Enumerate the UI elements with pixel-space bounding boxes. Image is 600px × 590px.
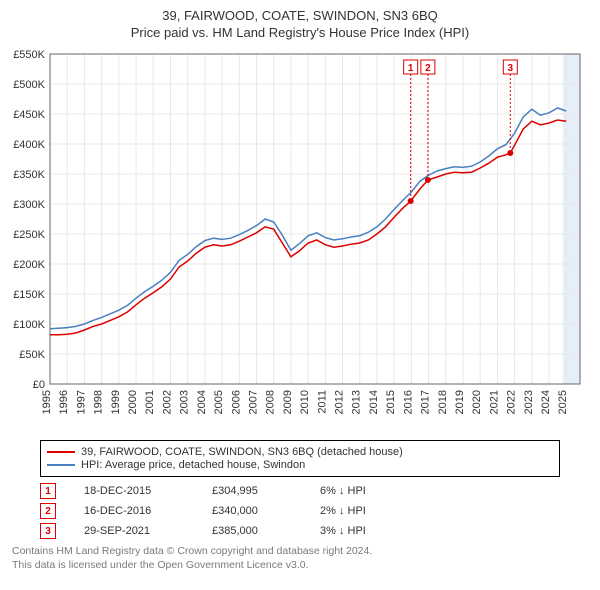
svg-text:2016: 2016 — [402, 390, 414, 414]
sale-price: £385,000 — [212, 525, 292, 537]
sales-list: 1 18-DEC-2015 £304,995 6% ↓ HPI 2 16-DEC… — [40, 483, 560, 539]
sale-marker-icon: 1 — [40, 483, 56, 499]
svg-text:£50K: £50K — [19, 349, 45, 361]
svg-text:2: 2 — [425, 63, 431, 74]
legend-swatch-series2 — [47, 464, 75, 466]
legend-item: HPI: Average price, detached house, Swin… — [47, 459, 553, 471]
svg-text:2013: 2013 — [351, 390, 363, 414]
sale-date: 16-DEC-2016 — [84, 505, 184, 517]
svg-text:2015: 2015 — [385, 390, 397, 414]
chart-title-block: 39, FAIRWOOD, COATE, SWINDON, SN3 6BQ Pr… — [0, 0, 600, 44]
svg-text:2018: 2018 — [437, 390, 449, 414]
svg-text:£450K: £450K — [13, 109, 45, 121]
legend-box: 39, FAIRWOOD, COATE, SWINDON, SN3 6BQ (d… — [40, 440, 560, 477]
svg-text:2012: 2012 — [334, 390, 346, 414]
chart-title-line2: Price paid vs. HM Land Registry's House … — [0, 25, 600, 40]
sale-price: £304,995 — [212, 485, 292, 497]
sale-date: 18-DEC-2015 — [84, 485, 184, 497]
svg-text:2021: 2021 — [488, 390, 500, 414]
chart-title-line1: 39, FAIRWOOD, COATE, SWINDON, SN3 6BQ — [0, 8, 600, 23]
legend-label: HPI: Average price, detached house, Swin… — [81, 459, 305, 471]
svg-text:2001: 2001 — [144, 390, 156, 414]
svg-text:2006: 2006 — [230, 390, 242, 414]
sale-row: 3 29-SEP-2021 £385,000 3% ↓ HPI — [40, 523, 560, 539]
price-chart-svg: £0 £50K £100K £150K £200K £250K £300K £350K £400… — [0, 44, 600, 434]
svg-text:£350K: £350K — [13, 169, 45, 181]
sale-diff: 2% ↓ HPI — [320, 505, 410, 517]
svg-text:1: 1 — [408, 63, 414, 74]
footer-line: Contains HM Land Registry data © Crown c… — [12, 545, 588, 559]
svg-text:2002: 2002 — [161, 390, 173, 414]
svg-text:£200K: £200K — [13, 259, 45, 271]
svg-text:£150K: £150K — [13, 289, 45, 301]
svg-text:1997: 1997 — [75, 390, 87, 414]
sale-price: £340,000 — [212, 505, 292, 517]
svg-text:2000: 2000 — [127, 390, 139, 414]
svg-text:£300K: £300K — [13, 199, 45, 211]
svg-text:2017: 2017 — [420, 390, 432, 414]
svg-text:2023: 2023 — [523, 390, 535, 414]
svg-text:1995: 1995 — [41, 390, 53, 414]
sale-diff: 6% ↓ HPI — [320, 485, 410, 497]
svg-text:2014: 2014 — [368, 390, 380, 414]
svg-text:2008: 2008 — [265, 390, 277, 414]
svg-text:£500K: £500K — [13, 79, 45, 91]
svg-text:2024: 2024 — [540, 390, 552, 414]
chart-area: £0 £50K £100K £150K £200K £250K £300K £350K £400… — [0, 44, 600, 434]
sale-row: 1 18-DEC-2015 £304,995 6% ↓ HPI — [40, 483, 560, 499]
sale-row: 2 16-DEC-2016 £340,000 2% ↓ HPI — [40, 503, 560, 519]
svg-text:2011: 2011 — [316, 390, 328, 414]
svg-text:2020: 2020 — [471, 390, 483, 414]
svg-text:2019: 2019 — [454, 390, 466, 414]
svg-text:1998: 1998 — [93, 390, 105, 414]
svg-text:£550K: £550K — [13, 49, 45, 61]
legend-label: 39, FAIRWOOD, COATE, SWINDON, SN3 6BQ (d… — [81, 446, 403, 458]
svg-text:2009: 2009 — [282, 390, 294, 414]
sale-date: 29-SEP-2021 — [84, 525, 184, 537]
svg-text:£400K: £400K — [13, 139, 45, 151]
svg-text:2005: 2005 — [213, 390, 225, 414]
svg-text:2010: 2010 — [299, 390, 311, 414]
svg-text:2025: 2025 — [557, 390, 569, 414]
svg-text:2003: 2003 — [179, 390, 191, 414]
sale-marker-icon: 3 — [40, 523, 56, 539]
svg-text:1996: 1996 — [58, 390, 70, 414]
legend-swatch-series1 — [47, 451, 75, 453]
sale-marker-icon: 2 — [40, 503, 56, 519]
sale-diff: 3% ↓ HPI — [320, 525, 410, 537]
svg-text:2007: 2007 — [247, 390, 259, 414]
svg-text:3: 3 — [508, 63, 514, 74]
svg-text:£0: £0 — [33, 379, 45, 391]
footer-attribution: Contains HM Land Registry data © Crown c… — [12, 545, 588, 572]
svg-text:1999: 1999 — [110, 390, 122, 414]
footer-line: This data is licensed under the Open Gov… — [12, 559, 588, 573]
svg-text:£100K: £100K — [13, 319, 45, 331]
legend-item: 39, FAIRWOOD, COATE, SWINDON, SN3 6BQ (d… — [47, 446, 553, 458]
svg-text:2022: 2022 — [506, 390, 518, 414]
svg-text:2004: 2004 — [196, 390, 208, 414]
svg-text:£250K: £250K — [13, 229, 45, 241]
